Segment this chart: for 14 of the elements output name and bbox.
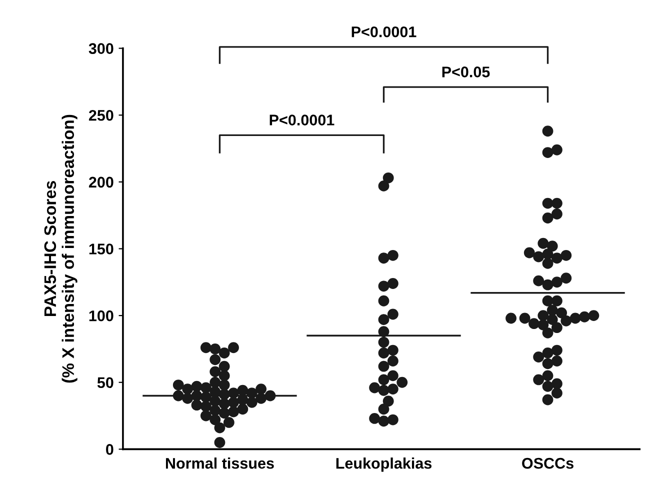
y-tick-label: 150 — [89, 244, 114, 254]
y-tick-label: 250 — [88, 110, 114, 121]
x-tick-label: Leukoplakias — [336, 458, 432, 472]
annotation: P<0.05 — [442, 66, 490, 78]
y-tick-label: 50 — [97, 377, 114, 388]
y-tick-label: 100 — [89, 310, 114, 322]
x-tick-label: OSCCs — [522, 458, 574, 469]
text: P<0.0001 — [352, 26, 416, 38]
y-tick-label: 300 — [88, 43, 114, 54]
x-tick-label: Normal tissues — [166, 458, 274, 469]
y-axis-title: PAX5-IHC Scores (% X intensity of immunoreaction) — [44, 114, 78, 383]
y-tick-label: 200 — [88, 176, 114, 188]
annotation: P<0.0001 — [270, 114, 334, 126]
y-tick-label: 0 — [106, 444, 114, 455]
